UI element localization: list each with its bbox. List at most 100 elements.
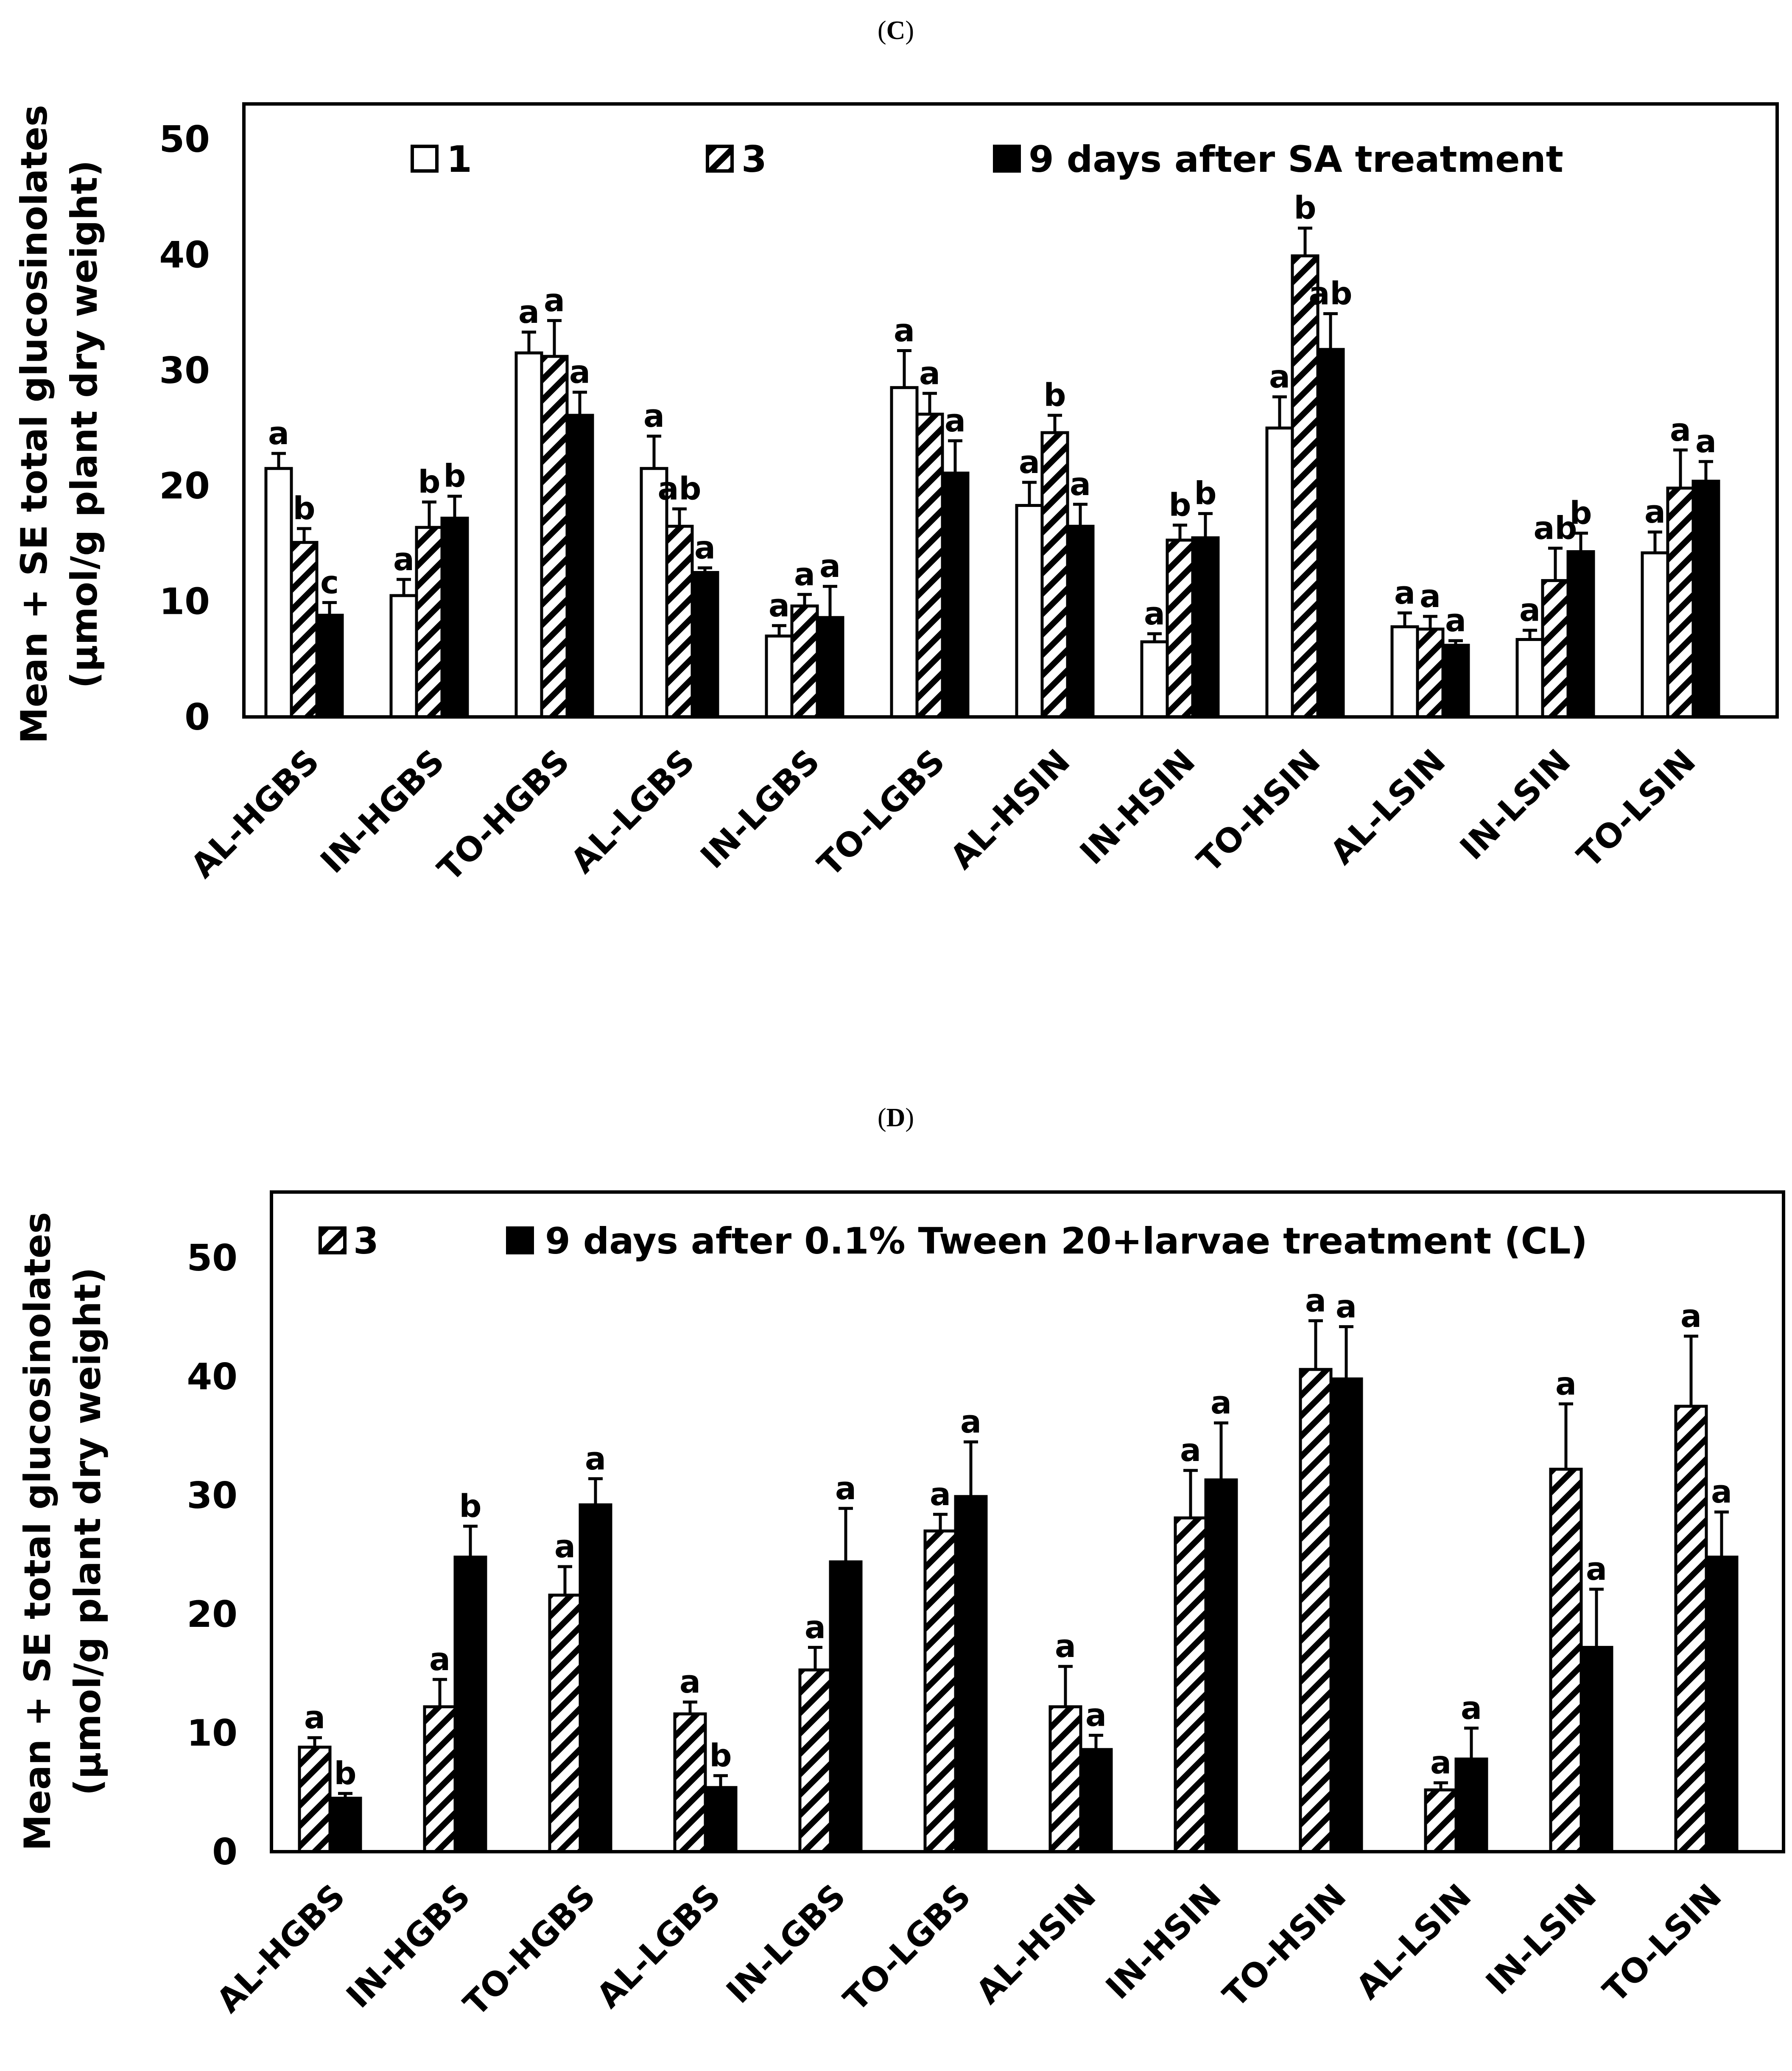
d-bar-al-lsin-9-days-after-0	[1454, 1758, 1488, 1853]
c-bar-al-hsin-1	[1015, 504, 1044, 719]
c-bar-to-hgbs-3	[540, 355, 569, 719]
legend-item-3-d: 3	[319, 1220, 379, 1262]
c-bar-to-lgbs-3-significance-letter: a	[919, 355, 940, 392]
d-bar-to-hgbs-3-significance-letter: a	[554, 1528, 576, 1565]
c-bar-in-hgbs-3	[415, 526, 444, 719]
panel-c-y-ticks: 0 10 20 30 40 50	[159, 118, 210, 739]
d-bar-al-lsin-3-significance-letter: a	[1430, 1745, 1451, 1781]
legend-label-3-d: 3	[353, 1220, 379, 1262]
c-bar-al-lgbs-1-significance-letter: a	[643, 398, 665, 434]
legend-item-1: 1	[411, 138, 472, 181]
d-bar-to-lsin-9-days-after-0	[1705, 1556, 1739, 1853]
d-category-label-to-hgbs: TO-HGBS	[456, 1877, 603, 2023]
panel-d-categories: AL-HGBSIN-HGBSTO-HGBSAL-LGBSIN-LGBSTO-LG…	[210, 1877, 1729, 2023]
c-bar-to-lgbs-1	[890, 386, 919, 719]
d-y-tick-label-40: 40	[187, 1356, 238, 1398]
d-bar-to-lgbs-3	[923, 1529, 957, 1853]
panel-d-y-ticks: 0 10 20 30 40 50	[187, 1237, 238, 1873]
d-bar-al-hsin-9-days-after-0-significance-letter: a	[1085, 1697, 1107, 1734]
panel-d-letter: D	[886, 1103, 906, 1132]
legend-label-9-days-cl: 9 days after 0.1% Tween 20+larvae treatm…	[545, 1220, 1588, 1262]
d-bar-to-hsin-3-significance-letter: a	[1305, 1282, 1326, 1319]
d-bar-to-lsin-3	[1674, 1405, 1708, 1853]
c-bar-al-lgbs-3-significance-letter: ab	[658, 471, 702, 507]
c-category-label-to-hsin: TO-HSIN	[1190, 742, 1328, 880]
d-bar-in-lsin-9-days-after-0-significance-letter: a	[1586, 1551, 1607, 1587]
legend-item-3: 3	[706, 138, 767, 181]
c-bar-al-hgbs-3	[290, 541, 319, 719]
d-bar-to-lgbs-9-days-after-0-significance-letter: a	[960, 1404, 981, 1440]
d-y-tick-label-20: 20	[187, 1593, 238, 1636]
c-bar-to-lgbs-9-days-after-s-significance-letter: a	[945, 403, 966, 439]
c-category-label-in-hsin: IN-HSIN	[1073, 742, 1203, 872]
c-bar-to-lsin-9-days-after-s	[1691, 479, 1720, 719]
d-bar-al-hgbs-9-days-after-0	[328, 1797, 362, 1853]
d-bar-to-hsin-9-days-after-0	[1329, 1377, 1363, 1853]
c-bar-al-lsin-9-days-after-s	[1441, 644, 1470, 719]
panel-c-ylabel-line1: Mean + SE total glucosinolates	[13, 105, 56, 744]
legend-label-9-days-sa: 9 days after SA treatment	[1029, 138, 1563, 181]
c-bar-in-lgbs-3-significance-letter: a	[794, 556, 815, 593]
d-bar-in-lgbs-3	[798, 1668, 832, 1853]
c-bar-in-lsin-3	[1541, 579, 1570, 719]
c-y-tick-label-50: 50	[159, 118, 210, 161]
c-bar-in-lsin-3-significance-letter: ab	[1534, 510, 1577, 546]
panel-d-label: (D)	[878, 1103, 914, 1132]
c-bar-to-lsin-9-days-after-s-significance-letter: a	[1695, 423, 1717, 460]
d-bar-in-hsin-3	[1174, 1516, 1208, 1853]
panel-d-ylabel-line1: Mean + SE total glucosinolates	[17, 1212, 59, 1851]
panel-c-categories: AL-HGBSIN-HGBSTO-HGBSAL-LGBSIN-LGBSTO-LG…	[184, 742, 1703, 889]
c-y-tick-label-20: 20	[159, 465, 210, 507]
d-bar-al-hsin-9-days-after-0	[1079, 1748, 1113, 1853]
c-bar-in-hsin-1-significance-letter: a	[1144, 596, 1165, 632]
c-bar-to-lgbs-3	[915, 412, 944, 719]
c-bar-al-hsin-9-days-after-s-significance-letter: a	[1070, 466, 1091, 503]
c-category-label-al-hgbs: AL-HGBS	[184, 742, 327, 886]
c-bar-to-hsin-9-days-after-s	[1316, 348, 1345, 719]
c-bar-al-lsin-3-significance-letter: a	[1420, 578, 1441, 615]
d-category-label-in-lsin: IN-LSIN	[1479, 1877, 1604, 2002]
c-category-label-to-lsin: TO-LSIN	[1570, 742, 1703, 876]
d-category-label-in-hgbs: IN-HGBS	[339, 1877, 478, 2015]
d-bar-to-hgbs-9-days-after-0	[579, 1503, 612, 1853]
panel-c-letter: C	[886, 16, 906, 45]
c-bar-al-hgbs-1	[264, 467, 293, 719]
c-bar-in-hsin-3-significance-letter: b	[1169, 487, 1191, 523]
d-bar-to-hgbs-3	[548, 1593, 582, 1853]
c-category-label-al-hsin: AL-HSIN	[943, 742, 1078, 877]
c-y-tick-label-40: 40	[159, 234, 210, 276]
c-bar-al-hsin-3	[1040, 431, 1069, 719]
d-bar-in-lgbs-9-days-after-0	[829, 1560, 863, 1853]
d-bar-in-hsin-3-significance-letter: a	[1180, 1432, 1201, 1469]
d-category-label-to-hsin: TO-HSIN	[1216, 1877, 1354, 2015]
d-y-tick-label-50: 50	[187, 1237, 238, 1279]
panel-d-chart: (D) Mean + SE total glucosinolates (µmol…	[17, 1103, 1785, 2023]
d-bar-al-hgbs-9-days-after-0-significance-letter: b	[334, 1755, 357, 1792]
c-bar-to-lgbs-1-significance-letter: a	[894, 312, 915, 349]
c-y-tick-label-30: 30	[159, 350, 210, 392]
c-category-label-to-hgbs: TO-HGBS	[431, 742, 577, 889]
d-bar-to-hgbs-9-days-after-0-significance-letter: a	[585, 1441, 606, 1477]
panel-d-legend: 3 9 days after 0.1% Tween 20+larvae trea…	[319, 1220, 1588, 1262]
panel-c-y-axis-title: Mean + SE total glucosinolates (µmol/g p…	[13, 105, 106, 744]
c-bar-in-lsin-9-days-after-s	[1566, 550, 1595, 719]
c-bar-to-hgbs-9-days-after-s	[565, 414, 594, 719]
d-y-tick-label-10: 10	[187, 1712, 238, 1755]
d-category-label-al-lsin: AL-LSIN	[1349, 1877, 1479, 2007]
c-bar-in-hgbs-3-significance-letter: b	[418, 464, 441, 500]
panel-c-ylabel-line2: (µmol/g plant dry weight)	[63, 160, 106, 688]
d-bar-al-lsin-9-days-after-0-significance-letter: a	[1461, 1690, 1482, 1727]
c-bar-in-lsin-9-days-after-s-significance-letter: b	[1570, 495, 1592, 532]
c-bar-al-hgbs-1-significance-letter: a	[268, 415, 289, 452]
d-category-label-in-lgbs: IN-LGBS	[719, 1877, 853, 2011]
c-bar-al-hgbs-9-days-after-s-significance-letter: c	[320, 564, 339, 601]
c-bar-to-hgbs-1-significance-letter: a	[518, 294, 540, 330]
c-bar-to-hgbs-1	[514, 351, 543, 719]
d-category-label-al-hsin: AL-HSIN	[969, 1877, 1104, 2012]
c-bar-in-hsin-9-days-after-s	[1191, 536, 1220, 719]
panel-d-y-axis-title: Mean + SE total glucosinolates (µmol/g p…	[17, 1212, 109, 1851]
d-bar-in-lsin-3-significance-letter: a	[1555, 1366, 1577, 1402]
d-bar-al-lsin-3	[1424, 1788, 1458, 1853]
d-bar-in-lgbs-3-significance-letter: a	[805, 1609, 826, 1646]
c-bar-in-hgbs-9-days-after-s-significance-letter: b	[444, 458, 466, 495]
